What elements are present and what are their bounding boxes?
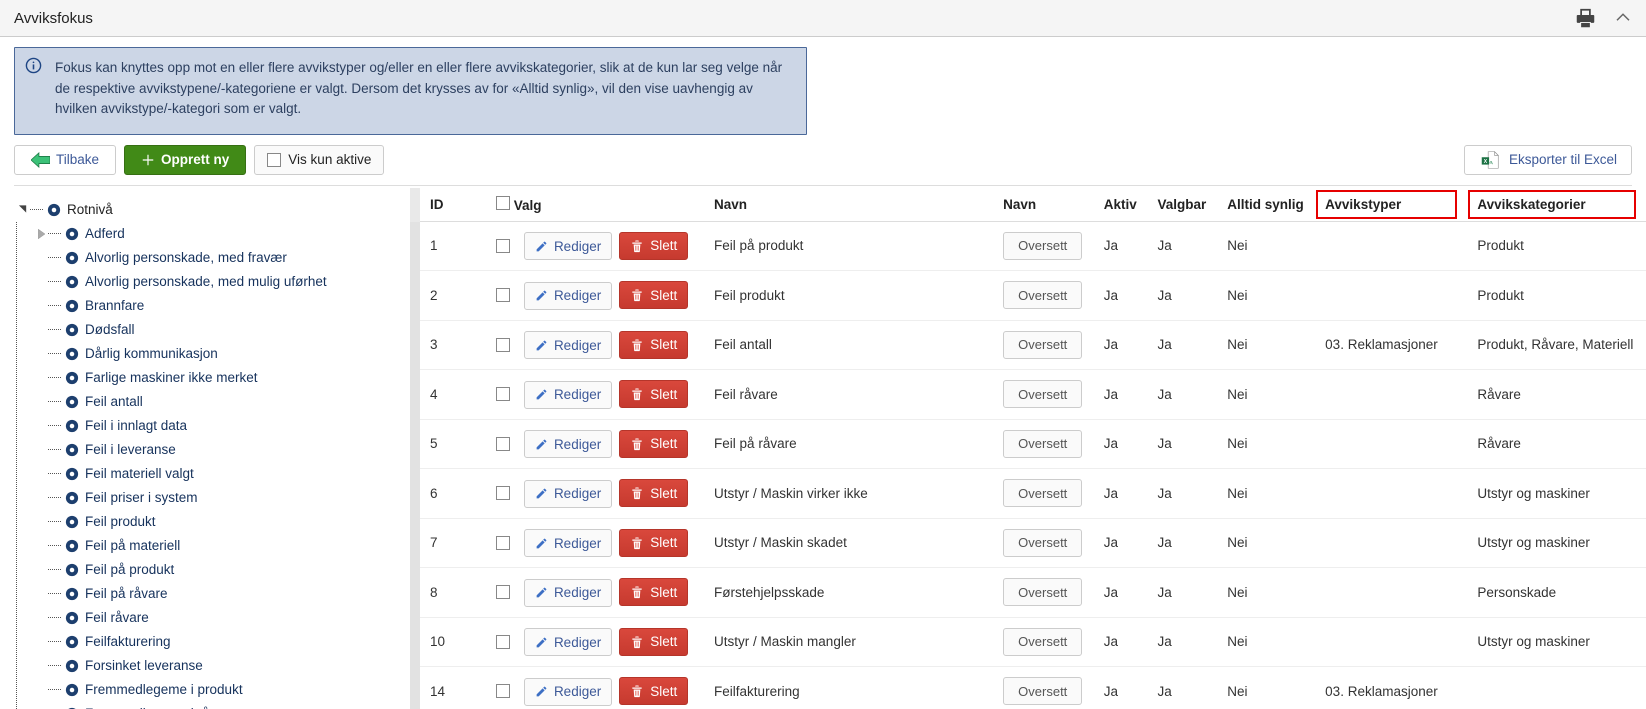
svg-text:a,: a,	[1489, 159, 1493, 164]
